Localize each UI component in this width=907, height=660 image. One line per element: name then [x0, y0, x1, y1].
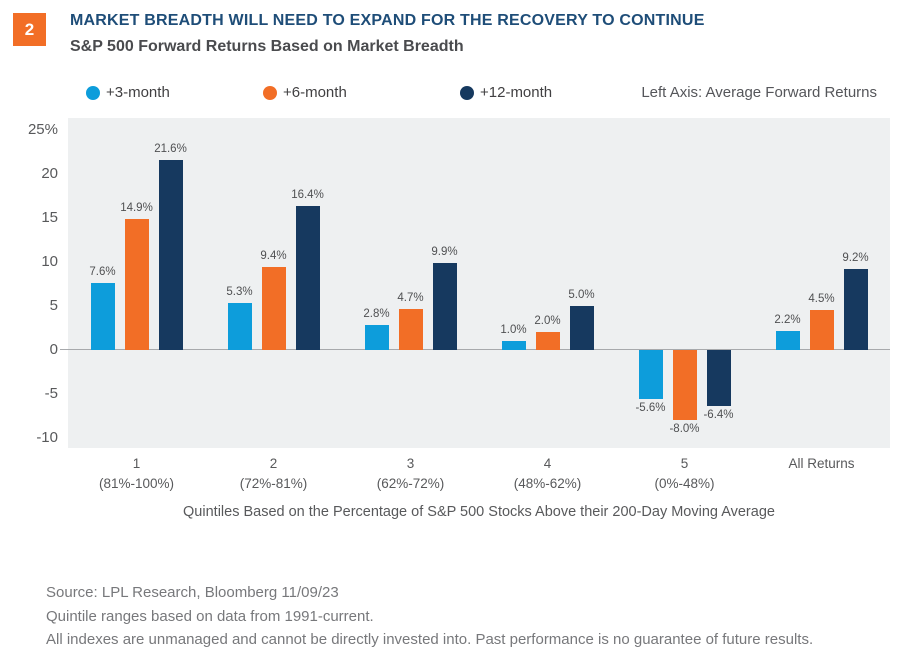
legend-label-6-month: +6-month: [283, 84, 347, 101]
left-axis-note: Left Axis: Average Forward Returns: [641, 84, 877, 101]
category-label: 3 (62%-72%): [376, 456, 445, 491]
figure-number-badge: 2: [13, 13, 46, 46]
bar-+6-month-cat5: [672, 350, 697, 421]
bar-value-label: 5.3%: [226, 286, 253, 299]
legend-label-12-month: +12-month: [480, 84, 553, 101]
chart-subtitle: S&P 500 Forward Returns Based on Market …: [70, 38, 464, 55]
category-label: All Returns: [788, 456, 855, 471]
bar-+12-month-cat6: [843, 269, 868, 350]
bar-value-label: 5.0%: [568, 289, 595, 301]
bar-+3-month-cat6: [775, 330, 800, 350]
legend-dot-6-month: [263, 86, 277, 100]
bar-+12-month-cat1: [158, 159, 183, 350]
bar-+6-month-cat4: [535, 332, 560, 350]
bar-+12-month-cat3: [432, 262, 457, 350]
y-tick-label: 10: [41, 253, 58, 270]
x-axis-title: Quintiles Based on the Percentage of S&P…: [183, 504, 775, 520]
zero-baseline: [60, 349, 890, 350]
y-tick-label: 5: [49, 297, 58, 314]
bar-value-label: 4.5%: [808, 293, 835, 306]
bar-value-label: 4.7%: [397, 291, 424, 304]
category-label: 4 (48%-62%): [513, 456, 582, 491]
bar-value-label: 16.4%: [291, 188, 324, 201]
category-label: 2 (72%-81%): [239, 456, 308, 491]
bar-value-label: 9.4%: [260, 250, 287, 263]
bar-+12-month-cat2: [295, 205, 320, 350]
legend-dot-3-month: [86, 86, 100, 100]
bar-value-label: -6.4%: [703, 409, 734, 422]
y-tick-label: 20: [41, 165, 58, 182]
bar-+6-month-cat2: [261, 267, 286, 350]
bar-+3-month-cat3: [364, 325, 389, 350]
disclosure-note: All indexes are unmanaged and cannot be …: [46, 631, 814, 648]
bar-value-label: 2.2%: [774, 313, 801, 326]
y-tick-label: 25%: [27, 121, 58, 138]
y-tick-label: -10: [36, 429, 58, 446]
bar-value-label: 2.8%: [363, 308, 390, 321]
y-tick-label: 0: [49, 341, 58, 358]
legend-dot-12-month: [460, 86, 474, 100]
bar-value-label: -8.0%: [669, 423, 700, 436]
category-label: 5 (0%-48%): [654, 456, 715, 491]
legend-label-3-month: +3-month: [106, 84, 170, 101]
category-label: 1 (81%-100%): [98, 456, 175, 491]
bar-value-label: 1.0%: [500, 324, 527, 337]
bar-+6-month-cat1: [124, 218, 149, 350]
bar-+3-month-cat5: [638, 350, 663, 400]
bar-+12-month-cat5: [706, 350, 731, 407]
quintile-note: Quintile ranges based on data from 1991-…: [46, 608, 374, 625]
plot-area: [68, 118, 890, 448]
bar-value-label: 9.2%: [842, 252, 869, 265]
bar-+6-month-cat6: [809, 310, 834, 350]
chart-title: MARKET BREADTH WILL NEED TO EXPAND FOR T…: [70, 12, 705, 29]
bar-+3-month-cat2: [227, 303, 252, 350]
y-tick-label: 15: [41, 209, 58, 226]
y-tick-label: -5: [44, 385, 58, 402]
bar-+6-month-cat3: [398, 308, 423, 350]
bar-value-label: 2.0%: [534, 315, 561, 328]
bar-+3-month-cat4: [501, 341, 526, 350]
bar-+12-month-cat4: [569, 306, 594, 350]
bar-value-label: 7.6%: [89, 266, 116, 279]
bar-value-label: 21.6%: [154, 142, 187, 155]
bar-value-label: -5.6%: [635, 402, 666, 415]
source-note: Source: LPL Research, Bloomberg 11/09/23: [46, 584, 339, 601]
bar-+3-month-cat1: [90, 283, 115, 350]
bar-value-label: 14.9%: [120, 201, 153, 214]
bar-value-label: 9.9%: [431, 245, 458, 258]
